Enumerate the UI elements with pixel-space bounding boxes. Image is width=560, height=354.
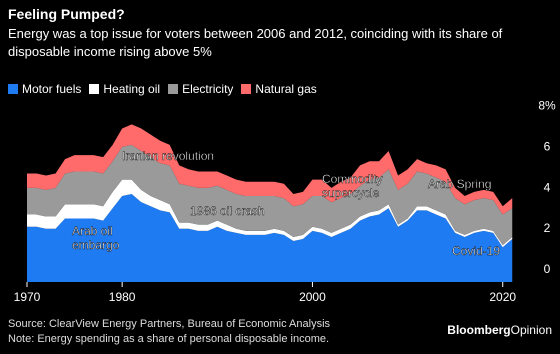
annotation: embargo — [72, 238, 120, 252]
brand-sub: Opinion — [510, 323, 552, 337]
chart-title: Feeling Pumped? — [8, 6, 125, 22]
source: Source: ClearView Energy Partners, Burea… — [8, 318, 331, 330]
annotation: Iranian revolution — [122, 149, 214, 163]
brand-main: Bloomberg — [447, 323, 511, 337]
legend-item: Natural gas — [241, 82, 317, 96]
x-tick-label: 1970 — [14, 290, 41, 304]
legend-swatch — [8, 84, 18, 94]
legend-swatch — [168, 84, 179, 94]
y-tick-label: 8% — [538, 98, 556, 112]
y-tick-label: 0 — [544, 262, 551, 276]
note: Note: Energy spending as a share of pers… — [8, 333, 330, 345]
legend-label: Electricity — [182, 82, 234, 96]
annotation: Commodity — [322, 172, 383, 186]
annotation: Covid-19 — [452, 244, 500, 258]
legend-swatch — [241, 84, 252, 94]
area — [27, 124, 513, 215]
area — [27, 193, 513, 282]
legend-item: Motor fuels — [8, 82, 81, 96]
y-tick-label: 4 — [544, 180, 551, 194]
x-tick-label: 2020 — [489, 290, 516, 304]
y-tick-label: 2 — [544, 221, 551, 235]
annotation: supercycle — [322, 186, 380, 200]
legend-label: Motor fuels — [22, 82, 82, 96]
x-tick-label: 2000 — [299, 290, 326, 304]
brand: BloombergOpinion — [447, 323, 552, 337]
legend-swatch — [89, 84, 100, 94]
area — [27, 144, 513, 246]
y-tick-label: 6 — [544, 139, 551, 153]
legend-label: Natural gas — [255, 82, 317, 96]
annotation: Arab Spring — [428, 177, 491, 191]
annotation: Arab oil — [72, 224, 113, 238]
x-tick-label: 1980 — [109, 290, 136, 304]
legend-label: Heating oil — [103, 82, 161, 96]
chart-subtitle: Energy was a top issue for voters betwee… — [8, 26, 503, 59]
area — [27, 179, 513, 248]
legend: Motor fuels Heating oil Electricity Natural… — [8, 82, 317, 96]
legend-item: Electricity — [168, 82, 233, 96]
annotation: 1986 oil crash — [190, 204, 265, 218]
legend-item: Heating oil — [89, 82, 160, 96]
